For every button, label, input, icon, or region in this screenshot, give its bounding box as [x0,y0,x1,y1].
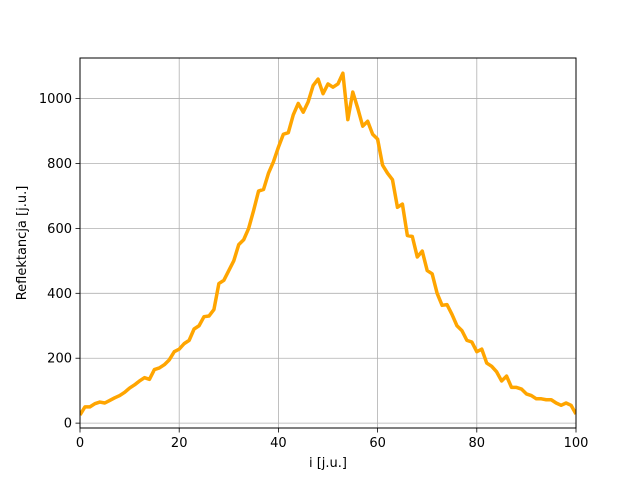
y-tick-label: 1000 [39,92,72,107]
y-tick-label: 800 [47,157,72,172]
y-axis-ticks: 0 200 400 600 800 1000 [39,92,80,432]
y-axis-label: Reflektancja [j.u.] [15,186,30,301]
plot-frame [79,57,577,429]
x-axis-label: i [j.u.] [309,456,347,471]
y-tick-label: 400 [47,287,72,302]
series-layer [80,71,576,416]
x-tick-label: 100 [564,436,589,451]
x-axis-ticks: 0 20 40 60 80 100 [76,428,589,451]
x-tick-label: 60 [369,436,386,451]
x-tick-label: 80 [469,436,486,451]
x-tick-label: 40 [270,436,287,451]
y-tick-label: 600 [47,222,72,237]
series-line [80,71,576,416]
x-tick-label: 0 [76,436,84,451]
x-tick-label: 20 [171,436,188,451]
y-tick-label: 200 [47,352,72,367]
y-tick-label: 0 [64,417,72,432]
